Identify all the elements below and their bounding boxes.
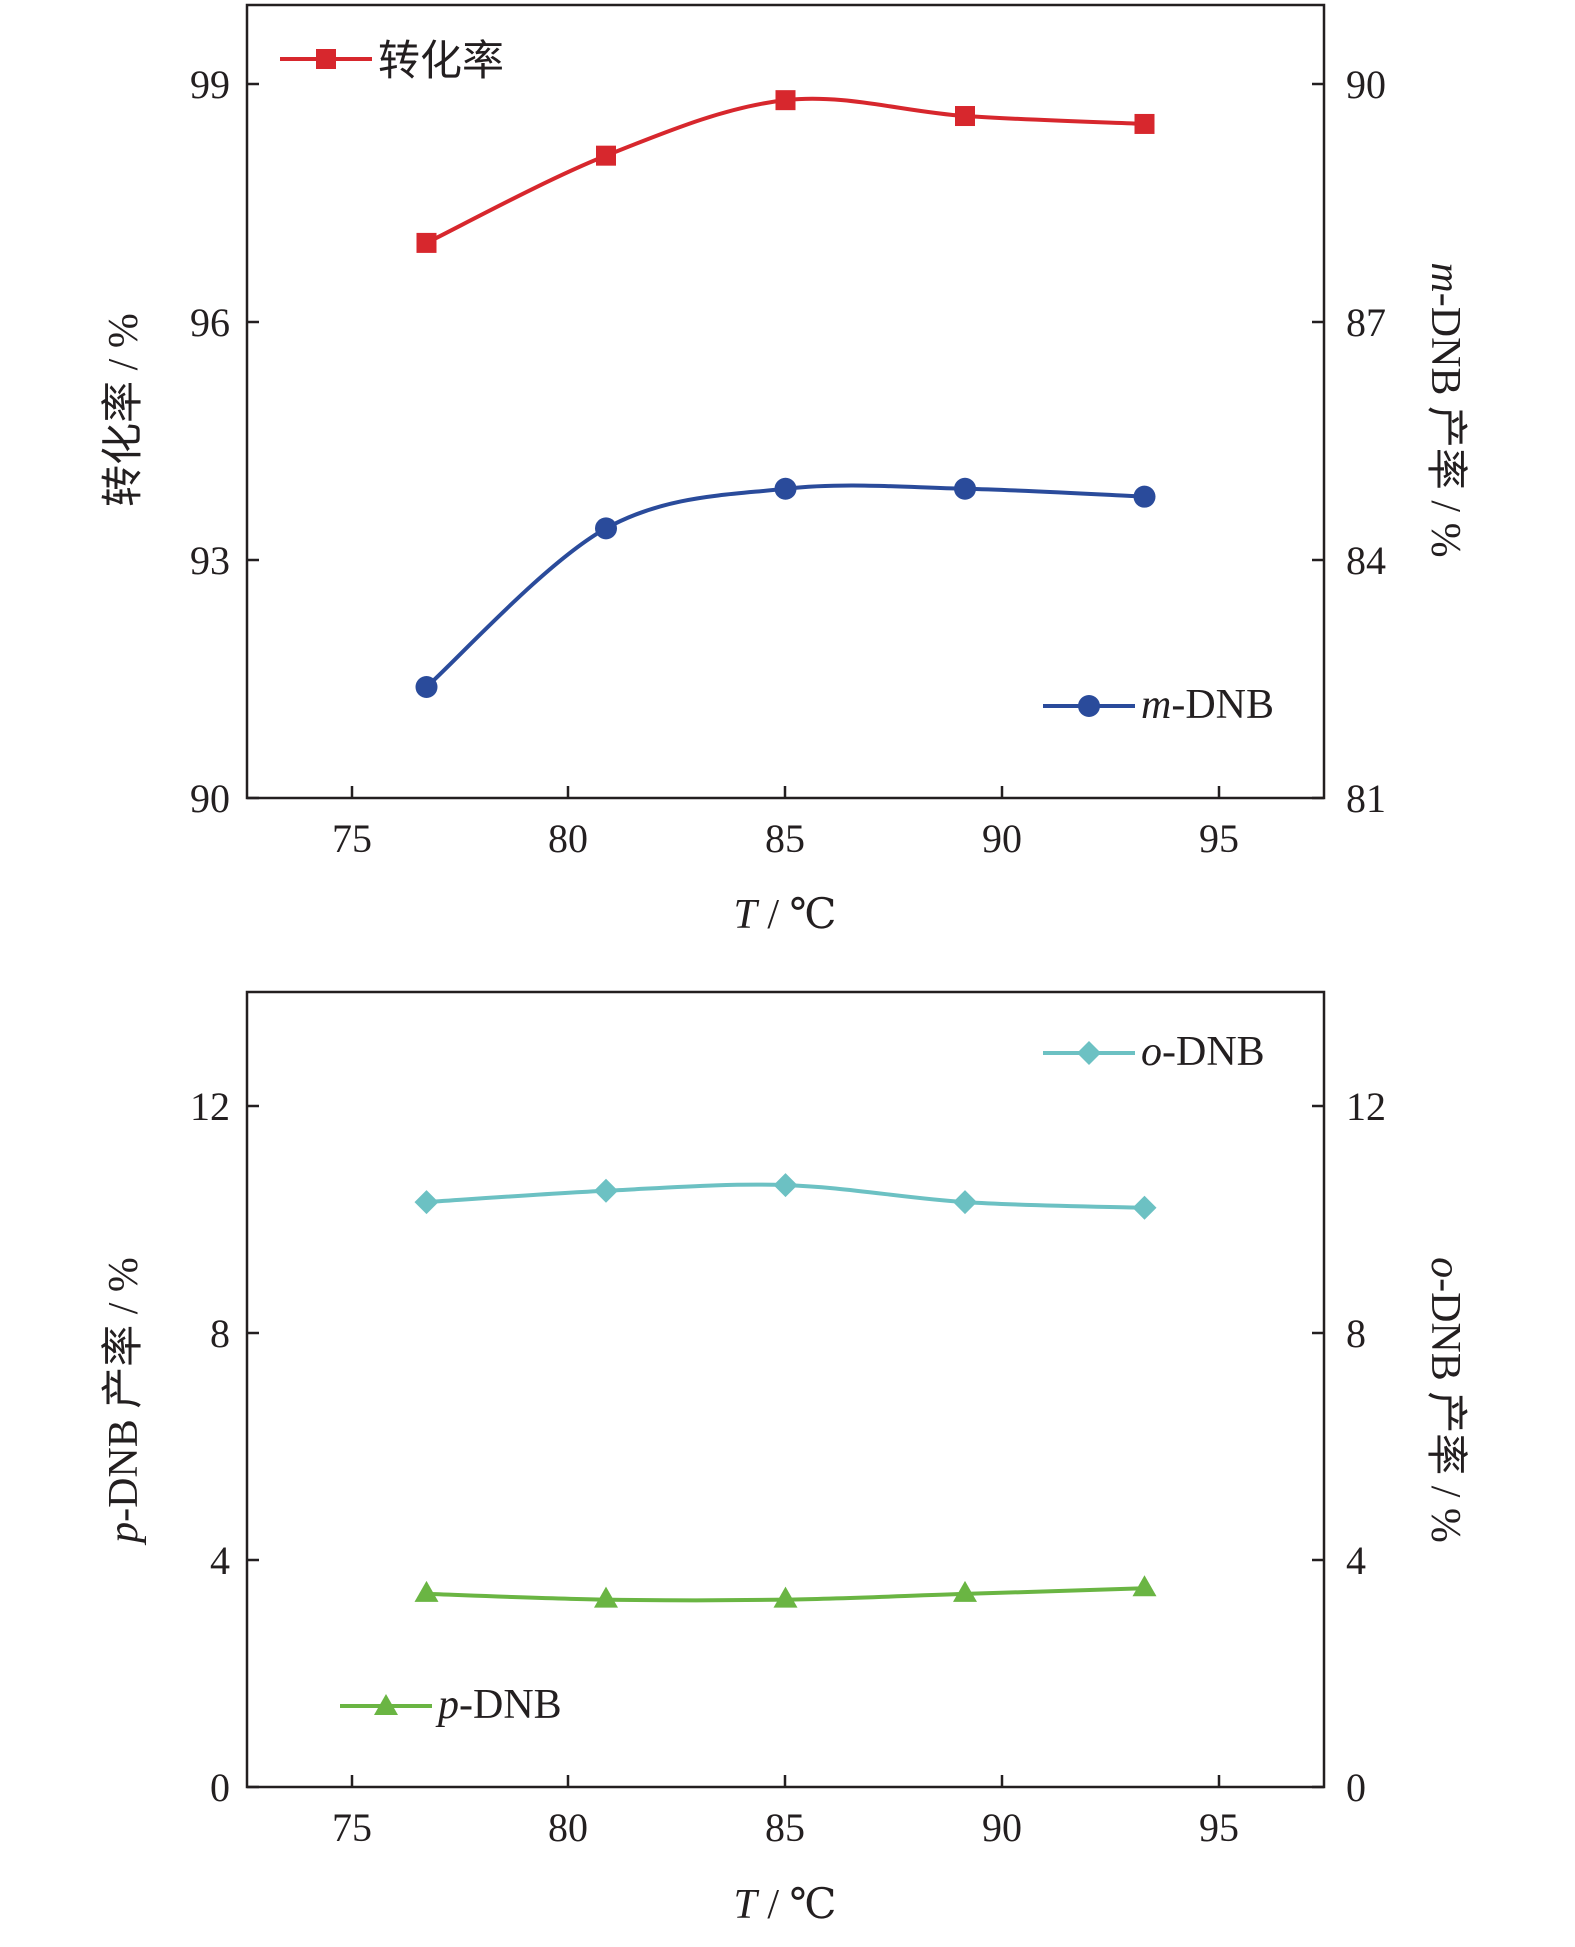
y-right-tick-label: 8 xyxy=(1346,1311,1366,1356)
y-right-tick-label: 0 xyxy=(1346,1765,1366,1810)
legend-label: 转化率 xyxy=(378,38,504,85)
data-point-triangle xyxy=(414,1580,439,1602)
data-point-triangle xyxy=(1132,1575,1157,1597)
legend-rest: -DNB xyxy=(1171,682,1274,728)
data-point-circle xyxy=(595,517,617,540)
legend-rest: -DNB xyxy=(1162,1029,1265,1075)
y-left-axis-title: p-DNB 产率 / % xyxy=(100,1257,147,1546)
x-tick-label: 85 xyxy=(765,816,805,861)
y-left-tick-label: 4 xyxy=(210,1538,230,1583)
plot-frame xyxy=(245,3,1326,800)
y-right-axis-rest: -DNB 产率 / % xyxy=(1422,1278,1469,1543)
x-tick-label: 80 xyxy=(548,1805,588,1850)
legend-italic: p xyxy=(435,1682,459,1728)
legend-p-dnb: p-DNB xyxy=(340,1682,562,1728)
panel-conversion: 75 80 85 90 95 T / ℃ 90 93 96 99 转化率 / %… xyxy=(100,3,1469,938)
legend-label: o-DNB xyxy=(1141,1029,1265,1075)
x-axis-title: T / ℃ xyxy=(733,892,836,938)
y-right-tick-label: 87 xyxy=(1346,300,1386,345)
data-point-circle xyxy=(1133,485,1156,508)
legend-marker-triangle xyxy=(374,1694,398,1715)
x-axis-unit: / ℃ xyxy=(757,892,837,938)
y-right-axis-italic: o xyxy=(1422,1257,1468,1278)
x-tick-label: 95 xyxy=(1199,816,1239,861)
y-right-tick-label: 4 xyxy=(1346,1538,1366,1583)
y-axis-left: 0 4 8 12 p-DNB 产率 / % xyxy=(100,1084,259,1810)
y-right-tick-label: 81 xyxy=(1346,776,1386,821)
y-left-tick-label: 90 xyxy=(190,776,230,821)
y-right-axis-title: o-DNB 产率 / % xyxy=(1422,1257,1469,1543)
y-axis-right: 0 4 8 12 o-DNB 产率 / % xyxy=(1312,1084,1469,1810)
y-right-axis-title: m-DNB 产率 / % xyxy=(1422,262,1469,557)
x-axis: 75 80 85 90 95 T / ℃ xyxy=(332,786,1239,938)
x-tick-label: 75 xyxy=(332,816,372,861)
data-point-square xyxy=(775,90,796,111)
y-left-tick-label: 99 xyxy=(190,62,230,107)
x-axis-var: T xyxy=(733,892,759,938)
data-point-diamond xyxy=(953,1190,977,1215)
y-left-axis-rest: -DNB 产率 / % xyxy=(100,1257,147,1522)
y-right-tick-label: 90 xyxy=(1346,62,1386,107)
x-tick-label: 75 xyxy=(332,1805,372,1850)
plot-frame xyxy=(245,990,1326,1789)
series-line-m-dnb xyxy=(425,483,1145,689)
data-point-diamond xyxy=(773,1173,798,1198)
data-point-diamond xyxy=(414,1190,439,1215)
legend-italic: o xyxy=(1141,1029,1162,1075)
data-point-triangle xyxy=(773,1586,798,1608)
x-axis: 75 80 85 90 95 T / ℃ xyxy=(332,1775,1239,1928)
data-point-triangle xyxy=(594,1586,618,1608)
legend-marker-circle xyxy=(1078,695,1100,717)
y-right-axis-italic: m xyxy=(1422,262,1468,292)
legend-label: m-DNB xyxy=(1141,682,1274,728)
legend-label: p-DNB xyxy=(435,1682,562,1728)
y-right-tick-label: 12 xyxy=(1346,1084,1386,1129)
y-left-tick-label: 12 xyxy=(190,1084,230,1129)
x-tick-label: 80 xyxy=(548,816,588,861)
x-axis-unit: / ℃ xyxy=(757,1882,837,1928)
x-tick-label: 90 xyxy=(982,816,1022,861)
panel-byproducts: 75 80 85 90 95 T / ℃ 0 4 8 12 p-DNB 产率 /… xyxy=(100,990,1469,1928)
series-line-conversion xyxy=(425,96,1145,245)
y-left-tick-label: 8 xyxy=(210,1311,230,1356)
legend-m-dnb: m-DNB xyxy=(1043,682,1274,728)
y-axis-left: 90 93 96 99 转化率 / % xyxy=(100,62,259,821)
y-left-axis-italic: p xyxy=(101,1522,147,1546)
data-point-circle xyxy=(415,675,438,698)
legend-o-dnb: o-DNB xyxy=(1043,1029,1265,1075)
x-tick-label: 85 xyxy=(765,1805,805,1850)
data-point-square xyxy=(1134,113,1155,134)
legend-conversion: 转化率 xyxy=(280,38,504,85)
legend-italic: m xyxy=(1141,682,1171,728)
data-point-diamond xyxy=(594,1178,618,1203)
data-point-square xyxy=(596,145,616,166)
x-axis-var: T xyxy=(733,1882,759,1928)
data-point-square xyxy=(416,232,437,253)
data-point-square xyxy=(955,106,975,127)
y-left-axis-title: 转化率 / % xyxy=(100,313,147,507)
y-right-axis-rest: -DNB 产率 / % xyxy=(1422,293,1469,558)
x-tick-label: 90 xyxy=(982,1805,1022,1850)
data-point-circle xyxy=(774,477,797,500)
x-axis-title: T / ℃ xyxy=(733,1882,836,1928)
y-left-tick-label: 93 xyxy=(190,538,230,583)
x-tick-label: 95 xyxy=(1199,1805,1239,1850)
legend-marker-square xyxy=(316,49,336,69)
y-left-tick-label: 96 xyxy=(190,300,230,345)
legend-rest: 转化率 xyxy=(378,38,504,85)
legend-rest: -DNB xyxy=(459,1682,562,1728)
y-axis-right: 81 84 87 90 m-DNB 产率 / % xyxy=(1312,62,1469,821)
data-point-circle xyxy=(954,477,976,500)
legend-marker-diamond xyxy=(1077,1041,1101,1065)
series-layer xyxy=(414,1173,1157,1608)
series-layer xyxy=(415,90,1156,698)
y-right-tick-label: 84 xyxy=(1346,538,1386,583)
data-point-diamond xyxy=(1132,1195,1157,1220)
data-point-triangle xyxy=(953,1580,977,1602)
y-left-tick-label: 0 xyxy=(210,1765,230,1810)
